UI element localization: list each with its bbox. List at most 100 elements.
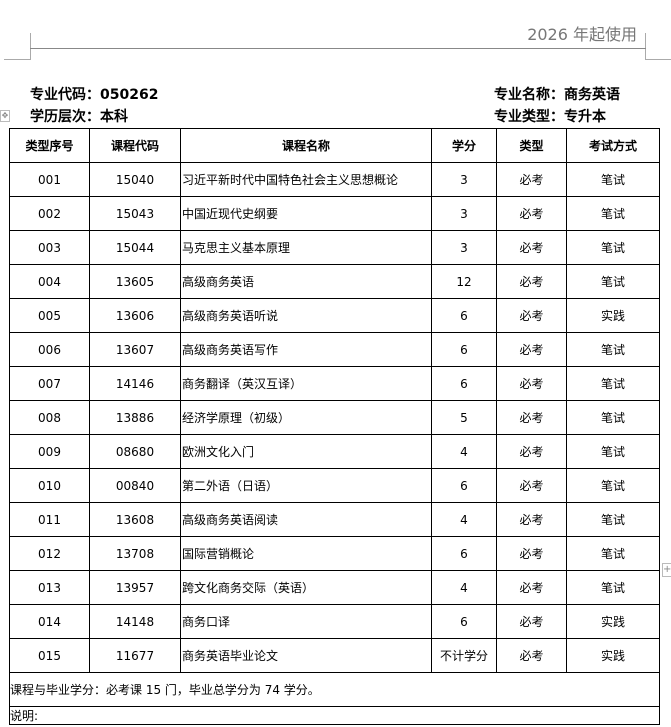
col-course-name-cell: 第二外语（日语）: [180, 468, 432, 503]
col-course-code-cell: 13606: [89, 298, 181, 333]
table-row: 011 13608 高级商务英语阅读 4 必考 笔试: [9, 502, 660, 537]
major-name: 专业名称：商务英语: [494, 84, 620, 104]
col-credits-cell: 6: [431, 468, 497, 503]
table-row: 014 14148 商务口译 6 必考 实践: [9, 604, 660, 639]
col-type-cell: 必考: [496, 196, 567, 231]
col-type-cell: 必考: [496, 638, 567, 673]
col-type-cell: 必考: [496, 332, 567, 367]
col-exam-method-cell: 笔试: [566, 536, 660, 571]
col-category-no-cell: 012: [9, 536, 90, 571]
col-exam-method-cell: 笔试: [566, 570, 660, 605]
notes-label: 说明:: [9, 706, 660, 725]
col-course-name-cell: 商务口译: [180, 604, 432, 639]
col-exam-method-cell: 实践: [566, 298, 660, 333]
type-label: 专业类型：: [494, 109, 564, 125]
table-row: 001 15040 习近平新时代中国特色社会主义思想概论 3 必考 笔试: [9, 162, 660, 197]
major-code: 专业代码：050262: [30, 84, 158, 104]
col-credits-cell: 3: [431, 196, 497, 231]
col-course-name-cell: 马克思主义基本原理: [180, 230, 432, 265]
col-course-name-cell: 跨文化商务交际（英语）: [180, 570, 432, 605]
col-type-cell: 必考: [496, 366, 567, 401]
major-name-value: 商务英语: [564, 87, 620, 103]
col-exam-method-cell: 笔试: [566, 332, 660, 367]
col-exam-method-cell: 笔试: [566, 230, 660, 265]
col-course-code-cell: 13605: [89, 264, 181, 299]
col-category-no-cell: 013: [9, 570, 90, 605]
col-exam-method-cell: 实践: [566, 638, 660, 673]
col-category-no-cell: 005: [9, 298, 90, 333]
col-category-no-cell: 011: [9, 502, 90, 537]
col-credits-cell: 6: [431, 536, 497, 571]
col-credits-cell: 3: [431, 230, 497, 265]
col-course-name-cell: 商务英语毕业论文: [180, 638, 432, 673]
col-type-cell: 必考: [496, 162, 567, 197]
col-course-name-cell: 经济学原理（初级）: [180, 400, 432, 435]
col-type-cell: 必考: [496, 468, 567, 503]
col-exam-method-cell: 笔试: [566, 400, 660, 435]
col-category-no-cell: 010: [9, 468, 90, 503]
col-type-cell: 必考: [496, 604, 567, 639]
col-course-name-cell: 习近平新时代中国特色社会主义思想概论: [180, 162, 432, 197]
col-type-cell: 必考: [496, 298, 567, 333]
col-type-cell: 必考: [496, 536, 567, 571]
col-category-no-cell: 004: [9, 264, 90, 299]
col-category-no-cell: 008: [9, 400, 90, 435]
col-type-cell: 必考: [496, 264, 567, 299]
page-corner-mark: [645, 33, 646, 60]
page-corner-mark: [645, 59, 671, 60]
col-credits-cell: 5: [431, 400, 497, 435]
col-category-no-header: 类型序号: [9, 128, 90, 163]
col-course-name-cell: 商务翻译（英汉互译）: [180, 366, 432, 401]
col-category-no-cell: 014: [9, 604, 90, 639]
col-course-code-header: 课程代码: [89, 128, 181, 163]
col-credits-cell: 6: [431, 332, 497, 367]
col-exam-method-header: 考试方式: [566, 128, 660, 163]
table-move-handle-icon[interactable]: ✥: [0, 110, 10, 122]
level-value: 本科: [100, 109, 128, 125]
col-course-name-cell: 高级商务英语写作: [180, 332, 432, 367]
col-course-code-cell: 15044: [89, 230, 181, 265]
table-row: 012 13708 国际营销概论 6 必考 笔试: [9, 536, 660, 571]
col-course-name-cell: 中国近现代史纲要: [180, 196, 432, 231]
table-row: 004 13605 高级商务英语 12 必考 笔试: [9, 264, 660, 299]
col-course-code-cell: 14146: [89, 366, 181, 401]
col-credits-cell: 6: [431, 366, 497, 401]
major-name-label: 专业名称：: [494, 87, 564, 103]
col-exam-method-cell: 笔试: [566, 502, 660, 537]
col-course-name-cell: 高级商务英语: [180, 264, 432, 299]
col-credits-cell: 4: [431, 502, 497, 537]
course-table: 类型序号 课程代码 课程名称 学分 类型 考试方式 001 15040 习近平新时代中国特色社…: [9, 128, 660, 725]
col-course-name-cell: 欧洲文化入门: [180, 434, 432, 469]
table-row: 009 08680 欧洲文化入门 4 必考 笔试: [9, 434, 660, 469]
major-code-value: 050262: [100, 87, 159, 103]
table-header-row: 类型序号 课程代码 课程名称 学分 类型 考试方式: [9, 128, 660, 163]
add-column-icon[interactable]: +: [662, 563, 671, 577]
col-category-no-cell: 006: [9, 332, 90, 367]
col-course-code-cell: 13957: [89, 570, 181, 605]
table-row: 013 13957 跨文化商务交际（英语） 4 必考 笔试: [9, 570, 660, 605]
summary-row: 课程与毕业学分：必考课 15 门，毕业总学分为 74 学分。: [9, 672, 660, 707]
col-exam-method-cell: 笔试: [566, 468, 660, 503]
col-type-header: 类型: [496, 128, 567, 163]
col-course-code-cell: 14148: [89, 604, 181, 639]
col-type-cell: 必考: [496, 230, 567, 265]
table-row: 005 13606 高级商务英语听说 6 必考 实践: [9, 298, 660, 333]
table-row: 002 15043 中国近现代史纲要 3 必考 笔试: [9, 196, 660, 231]
table-row: 010 00840 第二外语（日语） 6 必考 笔试: [9, 468, 660, 503]
table-row: 007 14146 商务翻译（英汉互译） 6 必考 笔试: [9, 366, 660, 401]
col-type-cell: 必考: [496, 434, 567, 469]
col-type-cell: 必考: [496, 570, 567, 605]
table-row: 006 13607 高级商务英语写作 6 必考 笔试: [9, 332, 660, 367]
col-exam-method-cell: 实践: [566, 604, 660, 639]
col-course-code-cell: 08680: [89, 434, 181, 469]
col-category-no-cell: 015: [9, 638, 90, 673]
col-course-code-cell: 11677: [89, 638, 181, 673]
col-type-cell: 必考: [496, 502, 567, 537]
page-corner-mark: [30, 33, 31, 60]
col-course-name-cell: 国际营销概论: [180, 536, 432, 571]
col-credits-header: 学分: [431, 128, 497, 163]
col-course-name-cell: 高级商务英语阅读: [180, 502, 432, 537]
col-course-code-cell: 13607: [89, 332, 181, 367]
col-course-code-cell: 15043: [89, 196, 181, 231]
page-corner-mark: [4, 59, 30, 60]
